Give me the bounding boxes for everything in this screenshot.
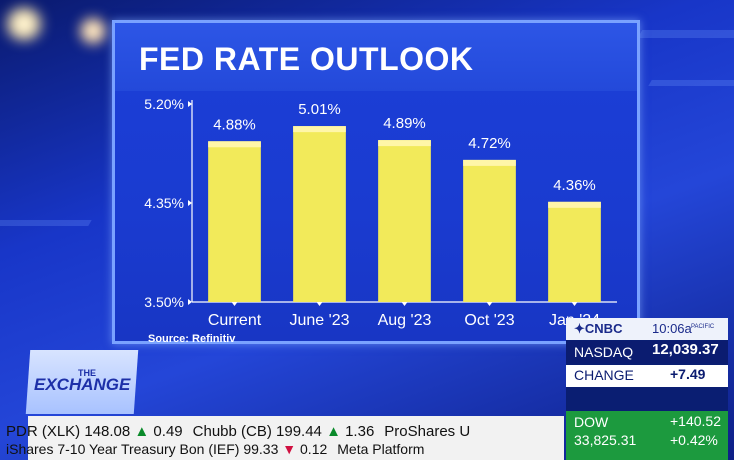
ticker-symbol-price: PDR (XLK) 148.08: [6, 423, 135, 440]
ticker-symbol-price: iShares 7-10 Year Treasury Bon (IEF) 99.…: [6, 441, 283, 457]
y-tick-label: 5.20%: [144, 96, 184, 112]
show-logo-the: THE: [78, 368, 96, 378]
x-tick-label: Oct '23: [464, 312, 514, 329]
ticker-item: Meta Platform: [337, 441, 424, 457]
show-logo-exchange: EXCHANGE: [34, 375, 131, 394]
y-tick-mark: [188, 299, 192, 305]
y-tick-mark: [188, 101, 192, 107]
y-tick-label: 4.35%: [144, 195, 184, 211]
change-row: [566, 365, 728, 387]
x-tick-mark: [571, 302, 578, 306]
bar: [208, 141, 261, 302]
dow-label: DOW: [574, 414, 609, 430]
background-stripe: [0, 220, 92, 226]
ticker-item: iShares 7-10 Year Treasury Bon (IEF) 99.…: [6, 441, 327, 457]
nasdaq-row: [566, 341, 728, 363]
data-label: 4.72%: [468, 135, 511, 152]
ticker-change: 1.36: [340, 423, 375, 440]
data-label: 4.89%: [383, 115, 426, 132]
cnbc-logo-text: CNBC: [584, 321, 623, 336]
chart-title: FED RATE OUTLOOK: [139, 41, 474, 77]
change-value: +7.49: [670, 366, 706, 382]
dow-box: [566, 411, 728, 460]
bar: [378, 140, 431, 302]
bar: [293, 126, 346, 302]
x-tick-label: June '23: [290, 312, 350, 329]
stock-ticker: [28, 416, 564, 460]
studio-light: [2, 6, 46, 42]
peacock-icon: ✦: [574, 321, 585, 336]
x-tick-label: Current: [208, 312, 262, 329]
x-tick-mark: [231, 302, 238, 306]
y-tick-label: 3.50%: [144, 294, 184, 310]
background-stripe: [637, 30, 734, 38]
cnbc-logo: ✦CNBC: [574, 321, 622, 337]
down-arrow-icon: ▼: [282, 441, 297, 457]
bar-highlight: [548, 201, 601, 208]
up-arrow-icon: ▲: [134, 423, 150, 440]
bar: [463, 159, 516, 302]
nasdaq-value: 12,039.37: [652, 341, 719, 358]
ticker-symbol-price: ProShares U: [384, 423, 471, 440]
bar-chart: 5.20% 4.35% 3.50% 4.88% Current 5.01% June '23…: [144, 96, 617, 329]
ticker-change: 0.12: [296, 441, 328, 457]
time-zone: PACIFIC: [691, 324, 715, 330]
market-box-header: [566, 318, 728, 340]
bar-highlight: [463, 159, 516, 166]
x-tick-mark: [401, 302, 408, 306]
data-label: 4.88%: [213, 116, 256, 133]
dow-percent: +0.42%: [670, 432, 718, 448]
chart-panel: FED RATE OUTLOOK: [112, 20, 640, 344]
ticker-change: 0.49: [149, 423, 183, 440]
clock: 10:06a: [652, 321, 692, 336]
ticker-item: ProShares U: [384, 423, 470, 440]
chart-source: Source: Refinitiv: [148, 333, 236, 345]
studio-light: [78, 16, 108, 46]
up-arrow-icon: ▲: [326, 423, 341, 440]
bar-highlight: [293, 126, 346, 133]
bar-highlight: [378, 140, 431, 147]
dow-change: +140.52: [670, 413, 721, 429]
data-label: 5.01%: [298, 101, 341, 118]
bar-highlight: [208, 141, 261, 148]
x-tick-mark: [316, 302, 323, 306]
ticker-item: PDR (XLK) 148.08 ▲ 0.49: [6, 423, 183, 440]
change-label: CHANGE: [574, 367, 634, 383]
x-tick-mark: [486, 302, 493, 306]
ticker-row-2: iShares 7-10 Year Treasury Bon (IEF) 99.…: [6, 441, 434, 457]
x-tick-label: Aug '23: [378, 312, 432, 329]
title-bar: [115, 23, 637, 91]
y-tick-mark: [188, 200, 192, 206]
background-stripe: [648, 80, 734, 86]
data-label: 4.36%: [553, 177, 596, 194]
ticker-symbol-price: Chubb (CB) 199.44: [192, 423, 327, 440]
nasdaq-label: NASDAQ: [574, 344, 634, 360]
bar: [548, 201, 601, 302]
dow-value: 33,825.31: [574, 432, 637, 448]
ticker-symbol-price: Meta Platform: [337, 441, 425, 457]
ticker-row-1: PDR (XLK) 148.08 ▲ 0.49 Chubb (CB) 199.44…: [6, 423, 480, 440]
ticker-item: Chubb (CB) 199.44 ▲ 1.36: [193, 423, 375, 440]
